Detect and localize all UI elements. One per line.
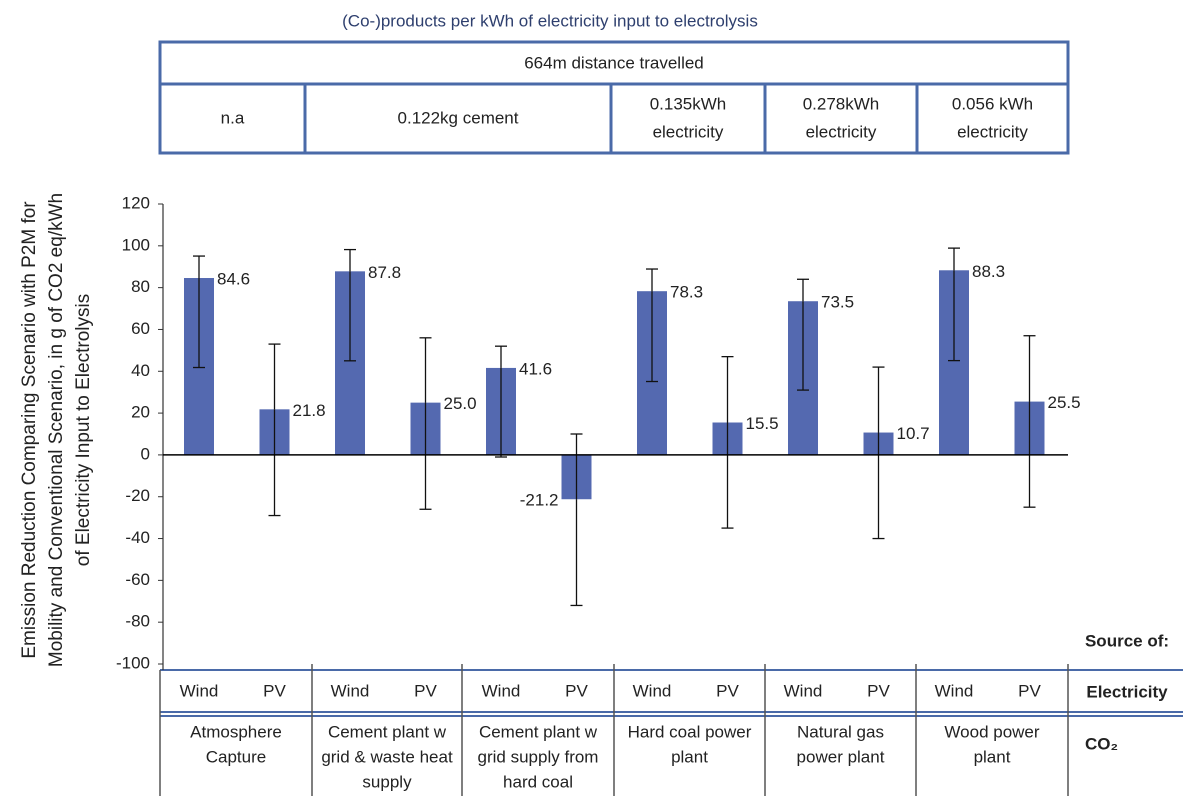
data-label: 87.8 <box>368 263 401 282</box>
y-axis-label: Mobility and Conventional Scenario, in g… <box>46 193 67 667</box>
table-cell: n.a <box>221 108 245 127</box>
group-label: supply <box>362 772 412 791</box>
y-axis-label: of Electricity Input to Electrolysis <box>73 294 94 566</box>
y-tick-label: -100 <box>116 653 150 672</box>
group-label: plant <box>671 747 708 766</box>
data-label: 21.8 <box>293 401 326 420</box>
data-label: -21.2 <box>520 491 559 510</box>
y-tick-label: 40 <box>131 361 150 380</box>
bottom-table-frame <box>159 664 1183 796</box>
group-label: plant <box>974 747 1011 766</box>
y-tick-label: 100 <box>122 235 150 254</box>
top-table-frame <box>158 40 1070 155</box>
x-tick-label: Wind <box>633 681 672 700</box>
table-border <box>158 40 1070 155</box>
y-tick-label: 0 <box>141 444 150 463</box>
data-label: 78.3 <box>670 283 703 302</box>
group-label: Cement plant w <box>328 722 447 741</box>
x-tick-label: PV <box>716 681 739 700</box>
y-tick-label: -40 <box>125 528 150 547</box>
table-cell: electricity <box>957 122 1028 141</box>
x-tick-label: Wind <box>935 681 974 700</box>
table-cell: 0.122kg cement <box>398 108 519 127</box>
group-label: Wood power <box>944 722 1039 741</box>
x-tick-label: PV <box>1018 681 1041 700</box>
x-tick-label: Wind <box>180 681 219 700</box>
y-tick-label: 60 <box>131 319 150 338</box>
table-cell: 0.135kWh <box>650 94 727 113</box>
group-label: Natural gas <box>797 722 884 741</box>
y-tick-label: -20 <box>125 486 150 505</box>
data-label: 88.3 <box>972 262 1005 281</box>
group-label: grid supply from <box>478 747 599 766</box>
y-tick-label: -80 <box>125 612 150 631</box>
group-label: Atmosphere <box>190 722 282 741</box>
row-label: CO₂ <box>1085 734 1118 753</box>
group-label: hard coal <box>503 772 573 791</box>
data-label: 10.7 <box>897 424 930 443</box>
x-tick-label: Wind <box>784 681 823 700</box>
y-tick-label: 80 <box>131 277 150 296</box>
table-header: 664m distance travelled <box>524 53 704 72</box>
data-label: 25.5 <box>1048 393 1081 412</box>
y-axis-label: Emission Reduction Comparing Scenario wi… <box>19 201 40 659</box>
table-cell: 0.056 kWh <box>952 94 1033 113</box>
x-tick-label: PV <box>867 681 890 700</box>
x-tick-label: Wind <box>482 681 521 700</box>
row-label: Electricity <box>1086 682 1168 701</box>
data-label: 15.5 <box>746 414 779 433</box>
x-tick-label: PV <box>565 681 588 700</box>
group-label: Cement plant w <box>479 722 598 741</box>
group-label: Capture <box>206 747 266 766</box>
y-tick-label: -60 <box>125 570 150 589</box>
data-label: 84.6 <box>217 270 250 289</box>
table-cell: electricity <box>653 122 724 141</box>
data-label: 25.0 <box>444 394 477 413</box>
chart-title: (Co-)products per kWh of electricity inp… <box>342 11 758 30</box>
group-label: power plant <box>797 747 885 766</box>
table-cell: 0.278kWh <box>803 94 880 113</box>
x-tick-label: PV <box>414 681 437 700</box>
y-tick-label: 20 <box>131 403 150 422</box>
table-cell: electricity <box>806 122 877 141</box>
x-tick-label: PV <box>263 681 286 700</box>
data-label: 73.5 <box>821 293 854 312</box>
x-tick-label: Wind <box>331 681 370 700</box>
group-label: Hard coal power <box>628 722 752 741</box>
group-label: grid & waste heat <box>321 747 453 766</box>
data-label: 41.6 <box>519 359 552 378</box>
source-label: Source of: <box>1085 631 1169 650</box>
y-tick-label: 120 <box>122 193 150 212</box>
